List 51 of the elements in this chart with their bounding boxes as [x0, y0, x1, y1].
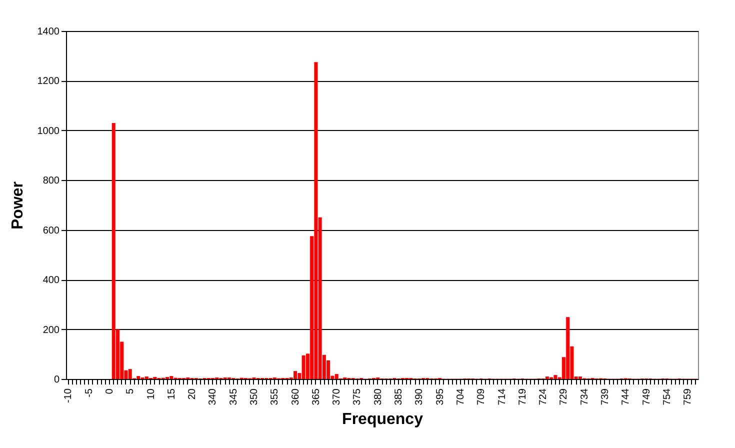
x-tick-label: 340: [208, 388, 219, 406]
x-tick-label: 380: [372, 388, 384, 406]
x-tick-label: 0: [104, 388, 116, 394]
x-tick-label: 744: [620, 388, 632, 406]
x-tick-label: 375: [352, 388, 364, 406]
y-tick-label: 0: [54, 374, 60, 386]
x-tick-label: 704: [455, 388, 466, 406]
x-axis-title: Frequency: [342, 411, 424, 428]
x-tick-label: 365: [310, 388, 322, 406]
bar: [136, 376, 140, 379]
x-tick-label: 350: [248, 388, 260, 406]
x-tick-label: 709: [476, 388, 488, 406]
x-tick-label: 395: [434, 388, 446, 406]
x-tick-label: 724: [538, 388, 550, 406]
bar: [566, 317, 570, 379]
bar: [128, 369, 132, 379]
x-tick-label: 345: [228, 388, 240, 406]
y-tick-label: 200: [42, 324, 60, 336]
x-tick-label: 719: [517, 388, 528, 406]
y-tick-label: 1000: [37, 126, 60, 137]
x-tick-label: 360: [290, 388, 302, 406]
x-tick-label: 5: [125, 388, 136, 394]
y-tick-label: 800: [42, 176, 60, 187]
x-tick-label: -5: [84, 388, 95, 398]
x-tick-label: 370: [332, 388, 343, 406]
y-tick-label: 1400: [37, 26, 60, 38]
x-tick-label: 714: [496, 388, 508, 406]
bar: [112, 122, 116, 379]
x-tick-label: 15: [166, 388, 178, 400]
y-axis-title: Power: [9, 181, 26, 230]
x-tick-label: 739: [600, 388, 611, 406]
bar: [554, 375, 558, 379]
x-tick-label: 749: [641, 388, 652, 406]
x-tick-label: 10: [146, 388, 157, 400]
x-tick-label: 754: [662, 388, 673, 406]
bar: [334, 374, 338, 379]
x-tick-label: -10: [63, 388, 74, 403]
bar: [294, 371, 298, 379]
y-tick-label: 600: [42, 225, 60, 236]
x-tick-label: 355: [270, 388, 281, 406]
bar: [314, 62, 318, 379]
bar: [170, 376, 174, 379]
y-tick-label: 400: [42, 275, 60, 286]
x-tick-label: 390: [414, 388, 426, 406]
y-tick-label: 1200: [37, 76, 60, 88]
bar: [302, 355, 306, 379]
x-tick-label: 734: [579, 388, 590, 406]
x-tick-label: 759: [682, 388, 694, 406]
x-tick-label: 385: [394, 388, 405, 406]
x-tick-label: 20: [187, 388, 198, 400]
x-tick-label: 729: [558, 388, 570, 406]
